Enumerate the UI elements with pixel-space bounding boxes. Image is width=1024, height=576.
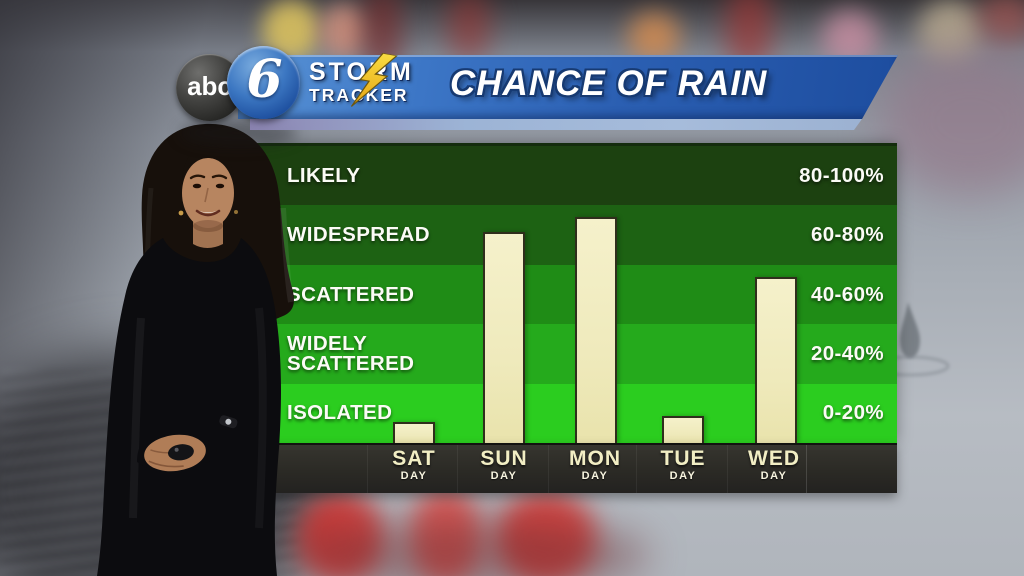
bokeh-light xyxy=(918,0,982,62)
axis-divider xyxy=(457,445,458,493)
day-label: SUN xyxy=(480,447,528,470)
abc-logo-text: abc xyxy=(187,71,232,101)
axis-divider xyxy=(727,445,728,493)
day-cell: MON DAY xyxy=(550,447,640,483)
band-range: 60-80% xyxy=(810,223,884,247)
day-label: TUE xyxy=(660,447,706,470)
bar-sun xyxy=(483,232,525,443)
bokeh-light xyxy=(628,12,680,62)
bar-series xyxy=(257,146,897,443)
band-range: 20-40% xyxy=(810,341,884,365)
red-reflection xyxy=(410,488,482,576)
day-sublabel: DAY xyxy=(490,470,518,482)
red-reflection xyxy=(496,492,596,576)
axis-divider xyxy=(367,445,368,493)
chance-of-rain-chart: LIKELY 80-100% WIDESPREAD 60-80% SCATTERED 40… xyxy=(257,143,897,444)
day-cell: SUN DAY xyxy=(459,447,549,483)
header-banner xyxy=(238,55,898,119)
band-range: 40-60% xyxy=(810,282,884,306)
day-label: WED xyxy=(748,447,800,470)
channel-6-logo: 6 xyxy=(227,46,300,119)
day-cell: WED DAY xyxy=(729,447,819,483)
bar-mon xyxy=(575,217,617,443)
bokeh-light xyxy=(448,0,490,64)
day-sublabel: DAY xyxy=(400,470,428,482)
axis-divider xyxy=(806,445,807,493)
background-blur xyxy=(880,46,1024,196)
bar-sat xyxy=(393,422,435,443)
weather-presenter xyxy=(97,123,294,576)
header-banner-substrip xyxy=(250,119,862,130)
band-row: LIKELY 80-100% xyxy=(257,146,897,206)
bokeh-light xyxy=(978,0,1024,44)
day-sublabel: DAY xyxy=(760,470,788,482)
axis-divider xyxy=(636,445,637,493)
bar-wed xyxy=(755,276,797,443)
segment-title: CHANCE OF RAIN xyxy=(450,64,768,103)
axis-divider xyxy=(548,445,549,493)
day-sublabel: DAY xyxy=(581,470,609,482)
day-label: SAT xyxy=(392,447,436,470)
band-label: SCATTERED xyxy=(287,282,415,306)
red-reflection xyxy=(298,492,384,576)
day-sublabel: DAY xyxy=(669,470,697,482)
day-axis: SAT DAY SUN DAY MON DAY TUE DAY WED DAY xyxy=(243,443,897,493)
channel-number: 6 xyxy=(246,49,283,110)
band-label: LIKELY xyxy=(287,163,361,187)
day-label: MON xyxy=(569,447,621,470)
band-range: 80-100% xyxy=(799,163,884,187)
day-cell: SAT DAY xyxy=(369,447,459,483)
day-cell: TUE DAY xyxy=(638,447,728,483)
brand-line-2: TRACKER xyxy=(309,86,414,105)
bar-tue xyxy=(662,416,704,443)
band-range: 0-20% xyxy=(822,401,884,425)
red-reflection xyxy=(290,520,650,576)
band-label: WIDESPREAD xyxy=(287,223,430,247)
